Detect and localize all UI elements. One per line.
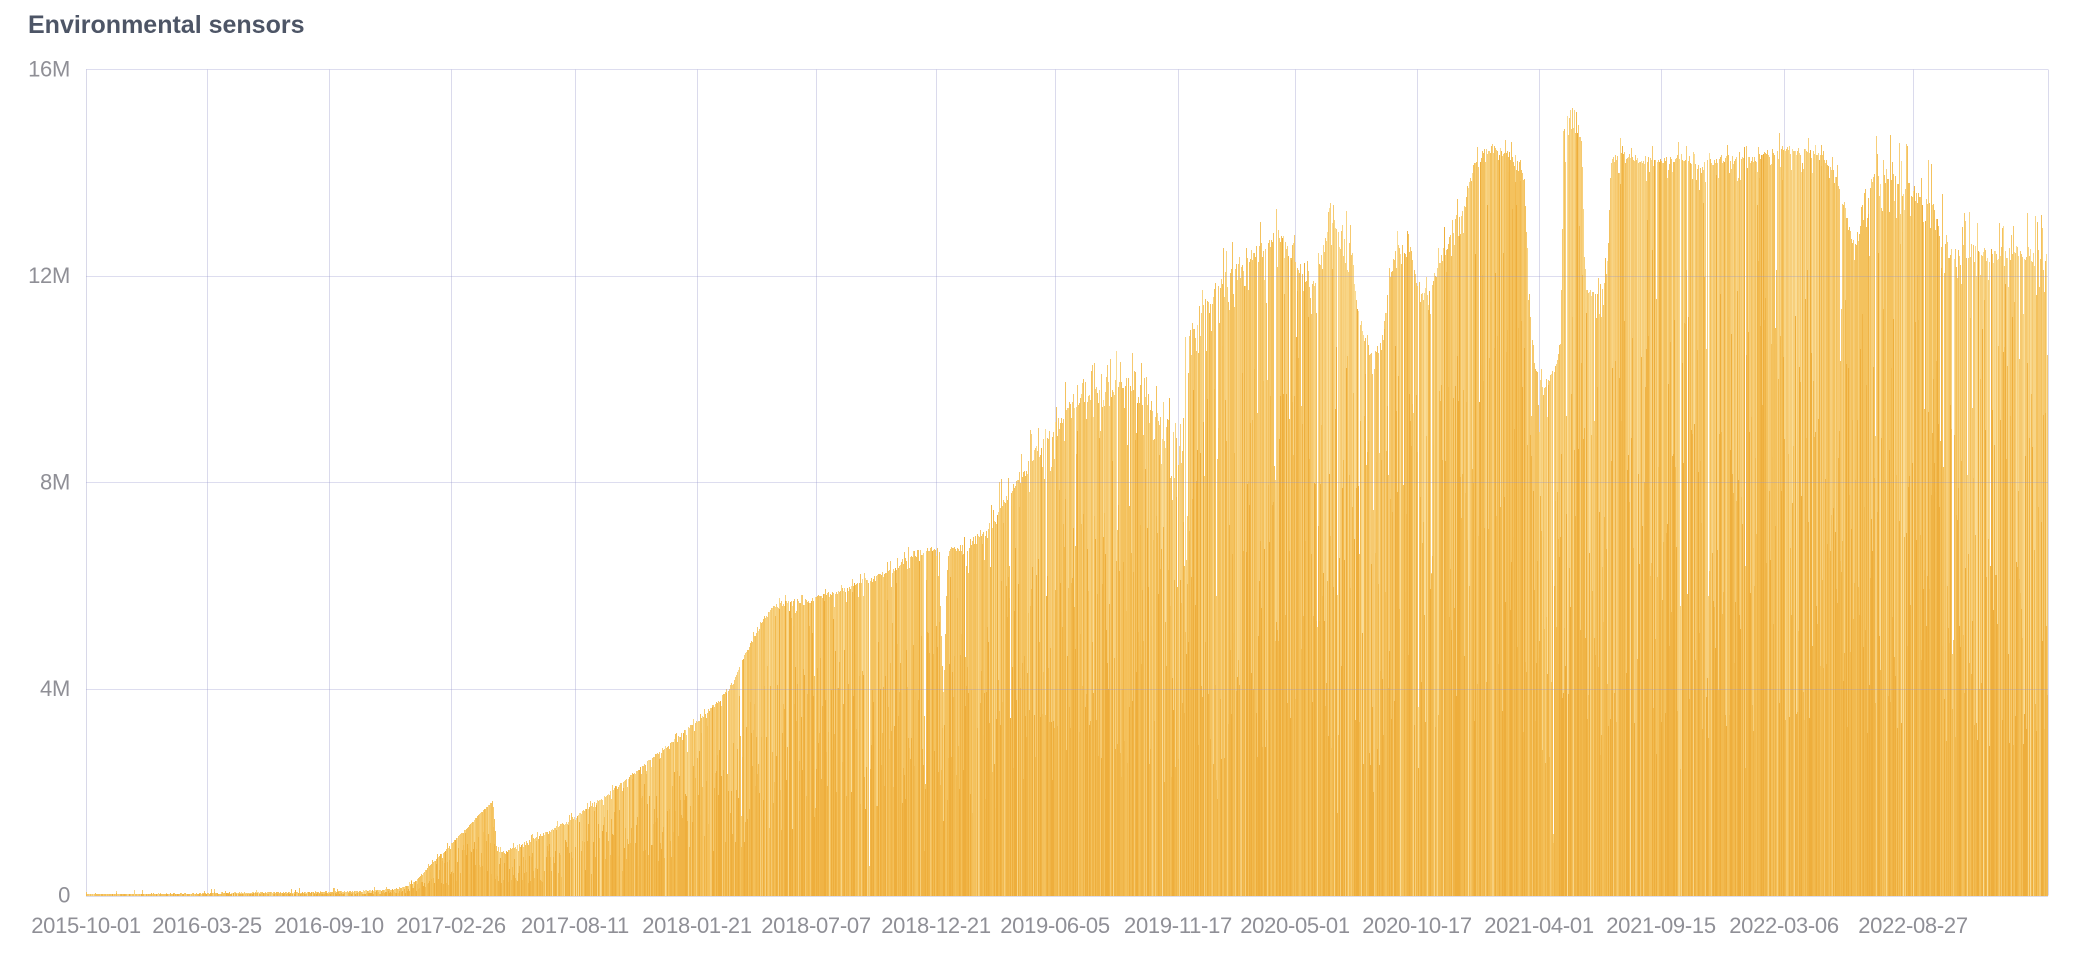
svg-text:2017-02-26: 2017-02-26 [396,913,506,938]
svg-text:0: 0 [58,883,70,908]
svg-text:2018-01-21: 2018-01-21 [642,913,752,938]
svg-text:2021-09-15: 2021-09-15 [1606,913,1716,938]
svg-text:2022-08-27: 2022-08-27 [1858,913,1968,938]
svg-text:2018-12-21: 2018-12-21 [881,913,991,938]
svg-text:2019-06-05: 2019-06-05 [1000,913,1110,938]
svg-text:2016-03-25: 2016-03-25 [152,913,262,938]
svg-text:2020-10-17: 2020-10-17 [1362,913,1472,938]
svg-text:2016-09-10: 2016-09-10 [274,913,384,938]
svg-text:16M: 16M [28,57,70,82]
svg-text:4M: 4M [40,676,70,701]
svg-text:8M: 8M [40,470,70,495]
svg-text:2015-10-01: 2015-10-01 [31,913,141,938]
svg-text:2021-04-01: 2021-04-01 [1484,913,1594,938]
svg-text:2020-05-01: 2020-05-01 [1240,913,1350,938]
svg-text:2018-07-07: 2018-07-07 [761,913,871,938]
svg-text:2017-08-11: 2017-08-11 [521,913,629,938]
svg-text:2022-03-06: 2022-03-06 [1729,913,1839,938]
svg-text:12M: 12M [28,263,70,288]
svg-text:2019-11-17: 2019-11-17 [1124,913,1232,938]
